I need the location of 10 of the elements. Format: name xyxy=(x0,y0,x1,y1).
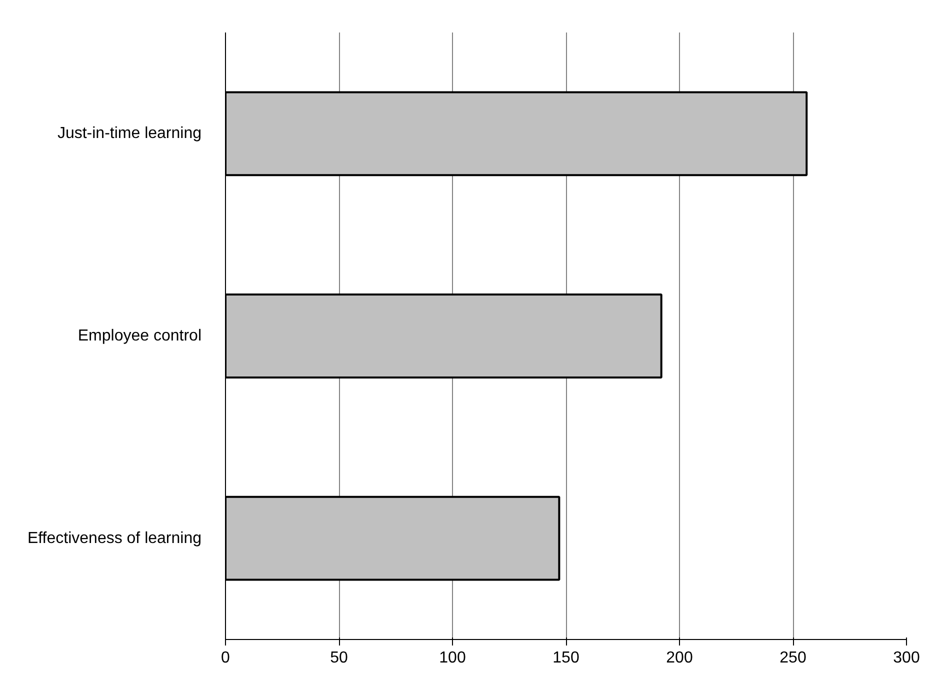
y-tick-label: Just-in-time learning xyxy=(57,125,202,142)
x-tick-label: 100 xyxy=(439,650,466,666)
x-tick-label: 150 xyxy=(552,650,580,666)
x-tick-label: 300 xyxy=(893,650,920,666)
x-tick-label: 250 xyxy=(780,650,806,666)
y-tick-label: Employee control xyxy=(78,328,202,344)
y-tick-label: Effectiveness of learning xyxy=(27,530,202,547)
x-tick-label: 0 xyxy=(221,650,230,666)
x-tick-label: 50 xyxy=(330,650,348,666)
x-tick-label: 200 xyxy=(666,650,693,666)
